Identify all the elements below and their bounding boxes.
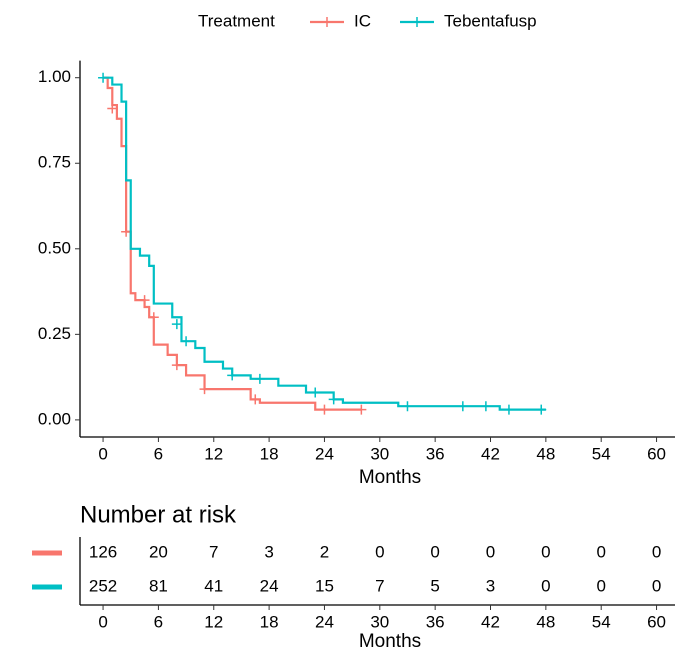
legend-label: IC — [354, 11, 371, 30]
risk-count: 3 — [264, 542, 273, 561]
risk-count: 41 — [204, 576, 223, 595]
censor-mark — [536, 404, 547, 415]
risk-count: 0 — [486, 542, 495, 561]
x-tick-label: 24 — [315, 612, 334, 631]
x-tick-label: 42 — [481, 612, 500, 631]
risk-count: 0 — [541, 542, 550, 561]
censor-mark — [457, 401, 468, 412]
x-tick-label: 6 — [154, 612, 163, 631]
x-axis-label: Months — [359, 467, 421, 488]
censor-mark — [181, 336, 192, 347]
censor-mark — [227, 370, 238, 381]
x-tick-label: 54 — [592, 612, 611, 631]
x-tick-label: 30 — [370, 612, 389, 631]
x-tick-label: 36 — [426, 444, 445, 463]
risk-count: 0 — [541, 576, 550, 595]
y-tick-label: 1.00 — [38, 67, 71, 86]
x-tick-label: 60 — [647, 444, 666, 463]
x-tick-label: 0 — [98, 612, 107, 631]
x-tick-label: 12 — [204, 444, 223, 463]
x-tick-label: 48 — [536, 612, 555, 631]
censor-mark — [199, 384, 210, 395]
censor-mark — [98, 72, 109, 83]
censor-mark — [139, 295, 150, 306]
censor-mark — [121, 226, 132, 237]
censor-mark — [402, 401, 413, 412]
censor-mark — [171, 319, 182, 330]
censor-mark — [503, 404, 514, 415]
x-tick-label: 18 — [260, 612, 279, 631]
risk-count: 7 — [375, 576, 384, 595]
x-tick-label: 42 — [481, 444, 500, 463]
table-title: Number at risk — [80, 501, 237, 528]
risk-count: 0 — [652, 542, 661, 561]
risk-count: 5 — [430, 576, 439, 595]
x-tick-label: 54 — [592, 444, 611, 463]
y-tick-label: 0.50 — [38, 238, 71, 257]
x-tick-label: 60 — [647, 612, 666, 631]
x-tick-label: 48 — [536, 444, 555, 463]
x-tick-label: 36 — [426, 612, 445, 631]
censor-mark — [171, 360, 182, 371]
survival-curve — [103, 76, 362, 411]
risk-count: 24 — [260, 576, 279, 595]
censor-mark — [328, 394, 339, 405]
censor-mark — [310, 387, 321, 398]
censor-mark — [356, 404, 367, 415]
risk-count: 7 — [209, 542, 218, 561]
x-tick-label: 18 — [260, 444, 279, 463]
risk-count: 2 — [320, 542, 329, 561]
censor-mark — [319, 404, 330, 415]
risk-count: 0 — [596, 542, 605, 561]
censor-mark — [107, 103, 118, 114]
risk-count: 0 — [430, 542, 439, 561]
x-axis-label: Months — [359, 631, 421, 652]
y-tick-label: 0.75 — [38, 153, 71, 172]
risk-count: 15 — [315, 576, 334, 595]
censor-mark — [250, 394, 261, 405]
x-tick-label: 0 — [98, 444, 107, 463]
censor-mark — [254, 373, 265, 384]
y-tick-label: 0.25 — [38, 324, 71, 343]
legend-label: Tebentafusp — [444, 11, 537, 30]
censor-mark — [480, 401, 491, 412]
x-tick-label: 24 — [315, 444, 334, 463]
risk-count: 126 — [89, 542, 117, 561]
risk-count: 0 — [652, 576, 661, 595]
x-tick-label: 30 — [370, 444, 389, 463]
legend-title: Treatment — [198, 11, 275, 30]
risk-count: 252 — [89, 576, 117, 595]
risk-count: 20 — [149, 542, 168, 561]
risk-count: 3 — [486, 576, 495, 595]
risk-count: 0 — [375, 542, 384, 561]
risk-count: 81 — [149, 576, 168, 595]
x-tick-label: 12 — [204, 612, 223, 631]
x-tick-label: 6 — [154, 444, 163, 463]
y-tick-label: 0.00 — [38, 409, 71, 428]
censor-mark — [148, 312, 159, 323]
survival-curve — [103, 76, 546, 411]
risk-count: 0 — [596, 576, 605, 595]
